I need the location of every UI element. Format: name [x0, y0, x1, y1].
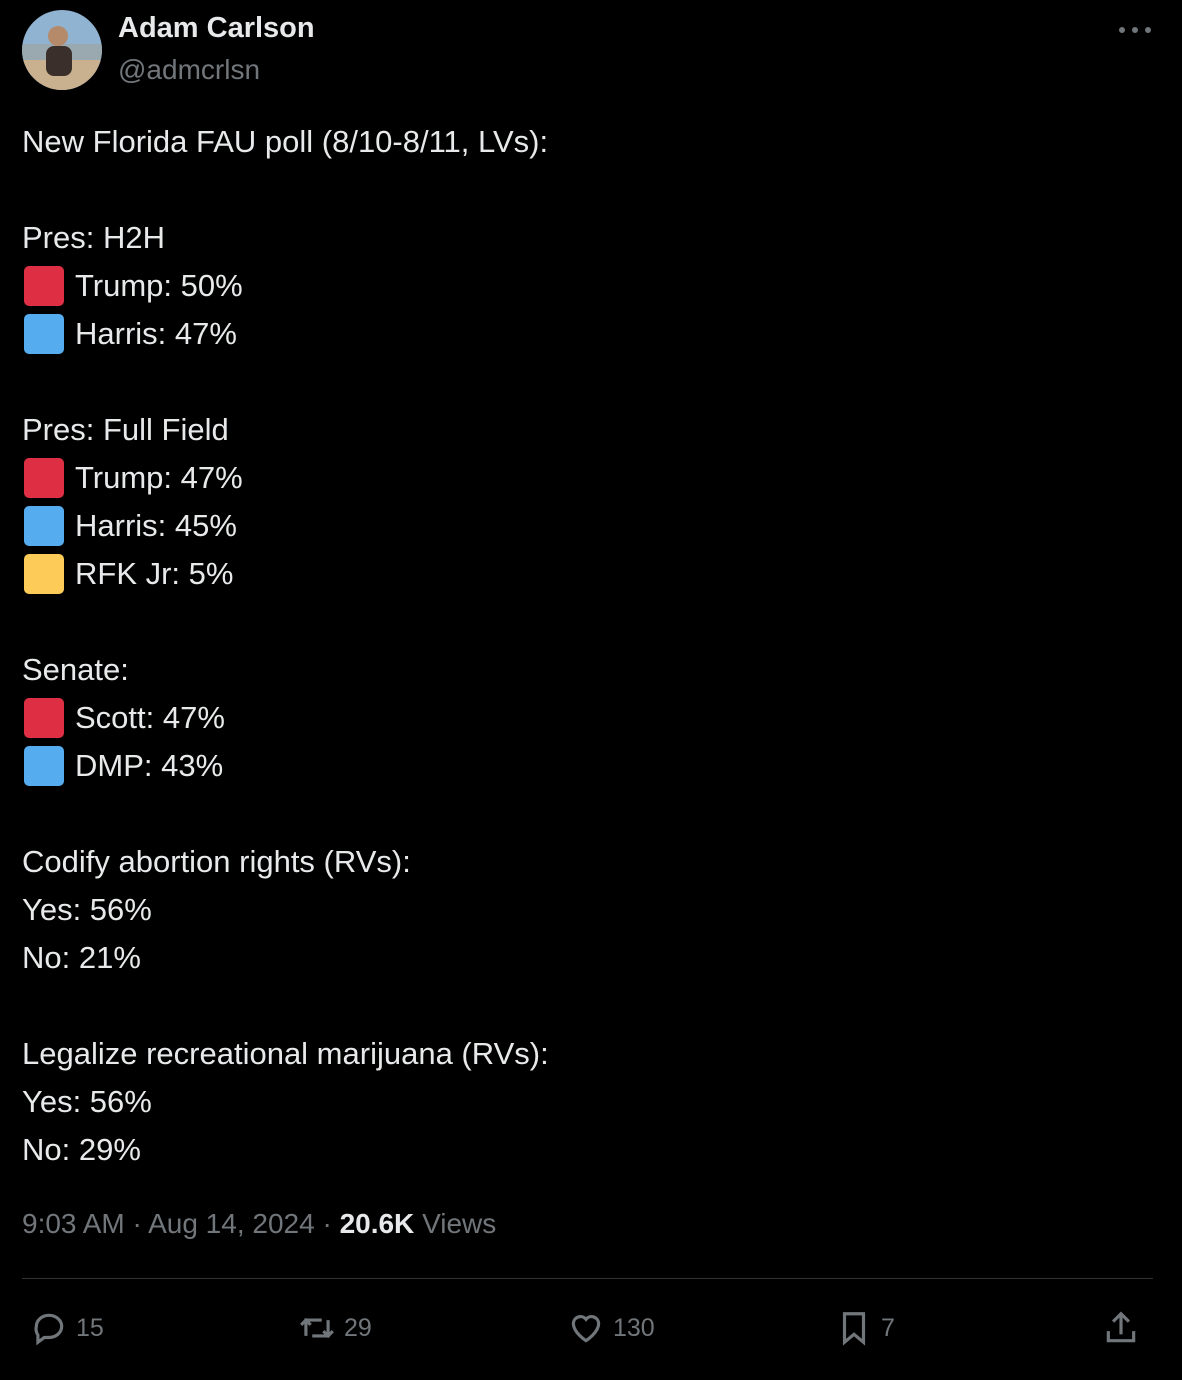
- section-heading: Senate:: [22, 652, 129, 687]
- bookmark-count: 7: [881, 1313, 895, 1342]
- reply-count: 15: [76, 1313, 104, 1342]
- result-line: Yes: 56%: [22, 892, 152, 927]
- section-heading: Legalize recreational marijuana (RVs):: [22, 1036, 549, 1071]
- result-line: Trump: 47%: [75, 460, 243, 495]
- color-marker: [24, 506, 64, 546]
- more-menu[interactable]: [1118, 22, 1152, 38]
- color-marker: [24, 698, 64, 738]
- color-marker: [24, 554, 64, 594]
- time[interactable]: 9:03 AM: [22, 1208, 125, 1239]
- result-line: Harris: 47%: [75, 316, 237, 351]
- section-heading: Pres: Full Field: [22, 412, 229, 447]
- result-line: Yes: 56%: [22, 1084, 152, 1119]
- intro-text: New Florida FAU poll (8/10-8/11, LVs):: [22, 124, 549, 159]
- bookmark-button[interactable]: 7: [835, 1308, 895, 1348]
- result-line: Scott: 47%: [75, 700, 225, 735]
- result-line: Trump: 50%: [75, 268, 243, 303]
- color-marker: [24, 266, 64, 306]
- retweet-count: 29: [344, 1313, 372, 1342]
- divider: [22, 1278, 1153, 1279]
- avatar[interactable]: [22, 10, 102, 90]
- date[interactable]: Aug 14, 2024: [148, 1208, 315, 1239]
- result-line: No: 21%: [22, 940, 141, 975]
- views-count: 20.6K: [339, 1208, 415, 1239]
- separator: ·: [322, 1208, 332, 1239]
- like-button[interactable]: 130: [567, 1308, 655, 1348]
- color-marker: [24, 746, 64, 786]
- author-name[interactable]: Adam Carlson: [118, 12, 315, 44]
- section-heading: Pres: H2H: [22, 220, 165, 255]
- section-heading: Codify abortion rights (RVs):: [22, 844, 411, 879]
- result-line: DMP: 43%: [75, 748, 224, 783]
- result-line: No: 29%: [22, 1132, 141, 1167]
- color-marker: [24, 314, 64, 354]
- reply-button[interactable]: 15: [30, 1308, 104, 1348]
- author-handle[interactable]: @admcrlsn: [118, 54, 261, 85]
- like-count: 130: [613, 1313, 655, 1342]
- separator: ·: [132, 1208, 142, 1239]
- retweet-button[interactable]: 29: [298, 1308, 372, 1348]
- result-line: RFK Jr: 5%: [75, 556, 234, 591]
- share-button[interactable]: [1102, 1308, 1148, 1348]
- tweet-meta: 9:03 AM · Aug 14, 2024 · 20.6K Views: [22, 1208, 496, 1240]
- result-line: Harris: 45%: [75, 508, 237, 543]
- color-marker: [24, 458, 64, 498]
- views-label: Views: [422, 1208, 497, 1239]
